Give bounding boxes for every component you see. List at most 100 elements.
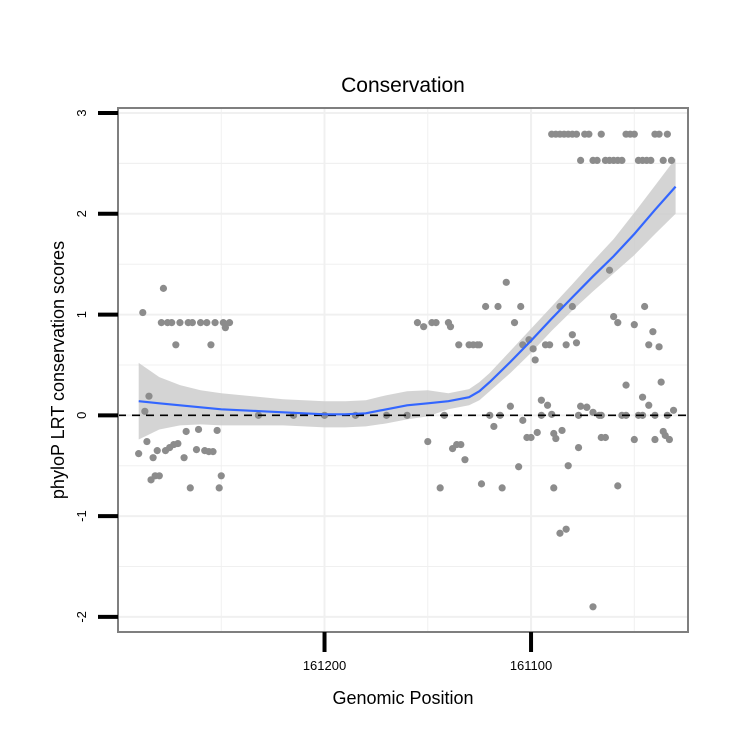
data-point xyxy=(630,321,638,329)
data-point xyxy=(213,426,221,435)
panel-border xyxy=(117,107,689,633)
data-point xyxy=(420,323,428,331)
data-point xyxy=(155,472,163,480)
data-point xyxy=(180,454,188,462)
data-point xyxy=(168,319,176,327)
x-axis-title: Genomic Position xyxy=(332,688,473,708)
data-point xyxy=(446,323,455,331)
data-point xyxy=(622,381,630,389)
data-point xyxy=(197,319,205,327)
data-point xyxy=(172,341,180,349)
data-point xyxy=(663,130,671,138)
y-tick-label: -2 xyxy=(74,611,89,623)
y-tick-label: 2 xyxy=(74,210,89,217)
data-point xyxy=(645,401,653,409)
data-point xyxy=(149,454,157,462)
y-axis-title: phyloP LRT conservation scores xyxy=(48,241,68,499)
confidence-ribbon xyxy=(138,158,676,440)
y-tick-label: 0 xyxy=(74,412,89,419)
data-point xyxy=(515,463,523,471)
data-point xyxy=(517,302,525,311)
data-point xyxy=(475,341,484,349)
data-point xyxy=(649,328,657,336)
data-point xyxy=(188,319,196,327)
data-point xyxy=(597,130,605,138)
data-point xyxy=(159,284,168,292)
data-point xyxy=(655,130,663,138)
data-point xyxy=(564,462,572,470)
data-point xyxy=(568,302,576,311)
data-point xyxy=(558,426,566,435)
data-point xyxy=(641,302,649,311)
x-axis: 161200 161100 xyxy=(303,632,552,673)
x-tick-label: 161200 xyxy=(303,658,346,673)
data-point xyxy=(605,266,614,274)
data-point xyxy=(597,433,605,442)
y-tick-label: 1 xyxy=(74,311,89,318)
data-point xyxy=(211,319,219,327)
data-points xyxy=(135,130,678,611)
data-point xyxy=(546,341,554,349)
data-point xyxy=(568,331,576,339)
data-point xyxy=(630,130,638,138)
data-point xyxy=(583,403,591,411)
data-point xyxy=(657,378,665,386)
data-point xyxy=(477,480,486,488)
data-point xyxy=(424,437,432,446)
data-point xyxy=(577,402,585,410)
data-point xyxy=(638,393,647,401)
data-point xyxy=(562,341,570,349)
data-point xyxy=(141,407,149,415)
data-point xyxy=(510,319,519,327)
data-point xyxy=(182,427,190,436)
data-point xyxy=(572,339,581,347)
data-point xyxy=(574,411,583,419)
data-point xyxy=(659,156,667,164)
data-point xyxy=(550,484,558,492)
data-point xyxy=(494,302,502,311)
data-point xyxy=(153,447,161,455)
data-point xyxy=(610,312,618,321)
data-point xyxy=(630,435,638,444)
data-point xyxy=(436,484,444,492)
data-point xyxy=(572,130,581,138)
y-tick-label: 3 xyxy=(74,109,89,116)
panel-background xyxy=(118,108,688,632)
data-point xyxy=(519,416,527,424)
data-point xyxy=(176,319,184,327)
data-point xyxy=(527,433,535,442)
data-point xyxy=(135,450,143,458)
data-point xyxy=(577,156,585,164)
data-point xyxy=(403,411,411,419)
data-point xyxy=(614,319,622,327)
data-point xyxy=(562,525,570,533)
data-point xyxy=(157,319,165,327)
data-point xyxy=(529,345,537,353)
data-point xyxy=(556,529,564,537)
data-point xyxy=(461,456,469,464)
data-point xyxy=(552,434,560,443)
data-point xyxy=(537,396,545,404)
data-point xyxy=(502,278,510,286)
data-point xyxy=(651,435,659,444)
data-point xyxy=(457,440,465,449)
data-point xyxy=(455,341,463,349)
data-point xyxy=(194,425,203,434)
data-point xyxy=(203,319,211,327)
plot-panel xyxy=(117,107,689,633)
data-point xyxy=(647,156,655,164)
data-point xyxy=(618,156,626,164)
chart-title: Conservation xyxy=(341,74,465,97)
data-point xyxy=(215,484,223,492)
data-point xyxy=(192,446,201,454)
confidence-ribbon-layer xyxy=(138,158,676,440)
data-point xyxy=(139,308,147,317)
data-point xyxy=(614,482,622,490)
data-point xyxy=(209,448,217,456)
data-point xyxy=(593,156,601,164)
data-point xyxy=(655,343,663,351)
data-point xyxy=(667,156,676,164)
data-point xyxy=(589,603,597,611)
data-point xyxy=(548,410,556,418)
